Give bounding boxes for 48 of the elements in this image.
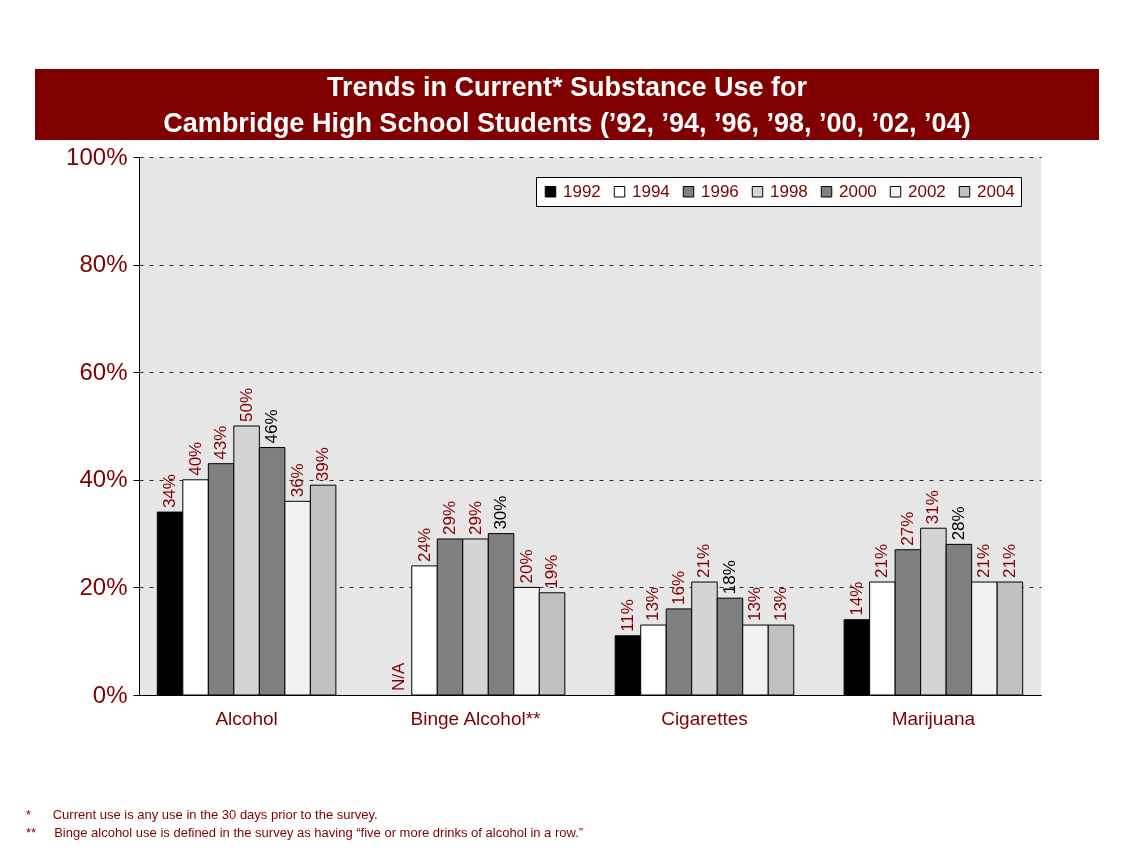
x-tick-label: Alcohol [215, 707, 278, 729]
y-tick-label: 60% [79, 357, 128, 385]
data-label: 19% [542, 554, 562, 589]
data-label: 46% [262, 409, 282, 444]
data-label: 29% [465, 500, 485, 535]
text: * Current use is any use in the 30 days prior to the survey. [26, 806, 379, 824]
y-tick-label: 20% [79, 572, 128, 600]
y-tick-label: 0% [92, 680, 128, 708]
data-label: 16% [668, 570, 688, 605]
data-label: 18% [719, 560, 739, 595]
data-label: 40% [185, 441, 205, 476]
text: N/A [389, 662, 408, 691]
data-label: 29% [440, 500, 460, 535]
data-label: 34% [160, 474, 180, 509]
data-label: 13% [643, 587, 663, 622]
data-label: 28% [948, 506, 968, 541]
text: ** Binge alcohol use is defined in the survey as having “five or more drinks of alcohol in a row.” [26, 824, 584, 842]
legend-label: 1996 [701, 181, 739, 201]
legend-label: 1998 [770, 181, 808, 201]
data-label: 30% [491, 495, 511, 530]
data-label: 21% [694, 543, 714, 579]
data-label: 39% [313, 447, 333, 482]
chart-title: Trends in Current* Substance Use for Cambridge High School Students (’92, ’94, ’96, ’98, ’00, ’02, ’04) [35, 69, 1099, 140]
data-label: 14% [846, 581, 866, 616]
data-label: 36% [287, 463, 307, 498]
y-tick-label: 100% [66, 142, 128, 170]
data-label: 20% [516, 549, 536, 584]
x-tick-label: Cigarettes [661, 707, 748, 729]
data-label: 21% [974, 543, 994, 579]
legend-label: 2004 [977, 181, 1015, 201]
data-label: 43% [211, 425, 231, 460]
data-label: 24% [414, 527, 434, 562]
legend-label: 1992 [563, 181, 601, 201]
data-label: 11% [617, 599, 637, 632]
data-label: 27% [897, 511, 917, 546]
data-label: 13% [745, 587, 765, 622]
y-tick-label: 40% [79, 465, 128, 493]
y-tick-label: 80% [79, 250, 128, 278]
legend-label: 2000 [839, 181, 877, 201]
legend-label: 2002 [908, 181, 946, 201]
data-label: 13% [771, 587, 790, 622]
data-label: 21% [999, 543, 1019, 579]
x-tick-label: Binge Alcohol** [410, 707, 542, 729]
x-tick-label: Marijuana [891, 707, 976, 729]
data-label: 50% [236, 387, 256, 422]
legend-label: 1994 [632, 181, 670, 201]
data-label: 21% [872, 543, 892, 579]
data-label: 31% [923, 490, 943, 525]
